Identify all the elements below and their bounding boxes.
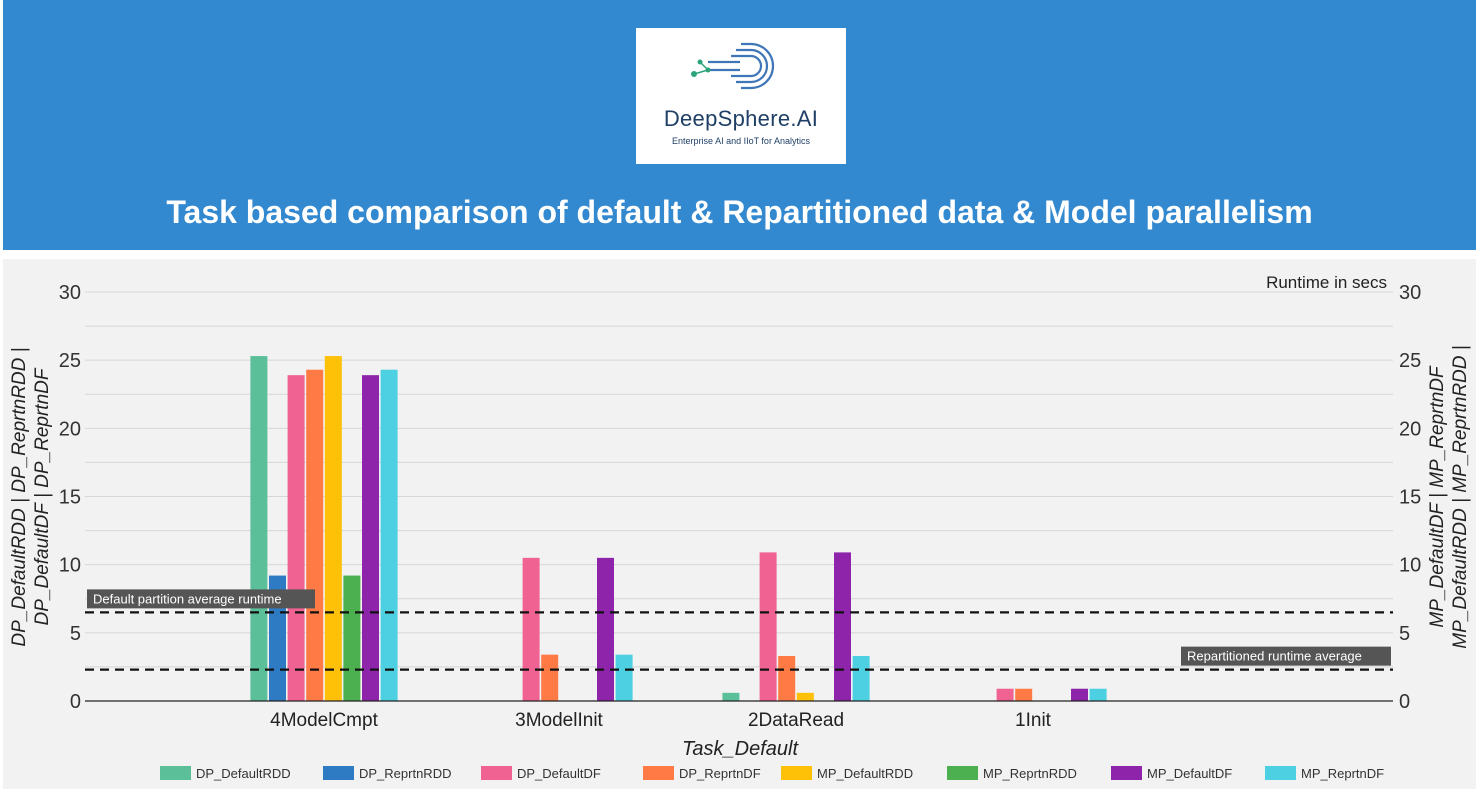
legend-label[interactable]: DP_ReprtnDF bbox=[679, 766, 761, 781]
runtime-annotation: Runtime in secs bbox=[1266, 273, 1387, 292]
y-tick-right: 15 bbox=[1399, 487, 1421, 509]
logo-mark-icon bbox=[691, 42, 775, 90]
bar-MP_ReprtnDF-4ModelCmpt[interactable] bbox=[380, 369, 398, 701]
bar-MP_DefaultRDD-4ModelCmpt[interactable] bbox=[324, 356, 342, 701]
y-tick-right: 5 bbox=[1399, 623, 1410, 645]
legend-label[interactable]: MP_DefaultRDD bbox=[817, 766, 913, 781]
bar-MP_DefaultDF-4ModelCmpt[interactable] bbox=[362, 375, 379, 701]
y-tick-right: 0 bbox=[1399, 691, 1410, 713]
logo-tagline: Enterprise AI and IIoT for Analytics bbox=[672, 136, 810, 146]
bar-chart: Default partition average runtime Reparti… bbox=[9, 273, 1471, 781]
reference-label: Default partition average runtime bbox=[93, 591, 282, 606]
x-tick-label: 4ModelCmpt bbox=[270, 710, 378, 731]
bar-DP_ReprtnDF-3ModelInit[interactable] bbox=[541, 654, 559, 701]
reference-label: Repartitioned runtime average bbox=[1187, 649, 1362, 664]
y-tick-right: 30 bbox=[1399, 282, 1421, 304]
legend-swatch[interactable] bbox=[1111, 766, 1142, 780]
legend-swatch[interactable] bbox=[160, 766, 191, 780]
bar-MP_ReprtnDF-2DataRead[interactable] bbox=[852, 656, 870, 701]
x-tick-label: 3ModelInit bbox=[515, 710, 603, 731]
y-tick-left: 0 bbox=[70, 691, 81, 713]
logo-name: DeepSphere.AI bbox=[663, 106, 819, 131]
bar-DP_ReprtnDF-2DataRead[interactable] bbox=[778, 656, 796, 701]
bar-DP_ReprtnDF-4ModelCmpt[interactable] bbox=[306, 369, 324, 701]
x-tick-label: 1Init bbox=[1015, 710, 1052, 731]
x-tick-label: 2DataRead bbox=[748, 710, 844, 731]
bar-DP_DefaultDF-1Init[interactable] bbox=[996, 688, 1014, 701]
legend-label[interactable]: MP_DefaultDF bbox=[1147, 766, 1232, 781]
legend-swatch[interactable] bbox=[1265, 766, 1296, 780]
bar-DP_ReprtnDF-1Init[interactable] bbox=[1015, 688, 1033, 701]
legend-swatch[interactable] bbox=[781, 766, 812, 780]
legend-swatch[interactable] bbox=[947, 766, 978, 780]
y-tick-left: 10 bbox=[59, 555, 81, 577]
bar-DP_DefaultRDD-2DataRead[interactable] bbox=[722, 692, 740, 701]
chart-panel: Default partition average runtime Reparti… bbox=[3, 259, 1476, 789]
y-tick-left: 5 bbox=[70, 623, 81, 645]
bar-DP_DefaultDF-4ModelCmpt[interactable] bbox=[287, 375, 305, 701]
bar-DP_DefaultDF-3ModelInit[interactable] bbox=[522, 557, 540, 701]
reference-label-bg bbox=[87, 589, 315, 609]
legend-swatch[interactable] bbox=[643, 766, 674, 780]
legend-swatch[interactable] bbox=[481, 766, 512, 780]
bar-MP_DefaultDF-1Init[interactable] bbox=[1071, 688, 1088, 701]
legend-label[interactable]: DP_ReprtnRDD bbox=[359, 766, 451, 781]
y-tick-right: 25 bbox=[1399, 350, 1421, 372]
y-tick-left: 25 bbox=[59, 350, 81, 372]
logo: DeepSphere.AI Enterprise AI and IIoT for… bbox=[636, 28, 846, 164]
legend-label[interactable]: MP_ReprtnDF bbox=[1301, 766, 1384, 781]
bar-MP_DefaultDF-2DataRead[interactable] bbox=[834, 552, 851, 701]
reference-label-bg bbox=[1181, 646, 1391, 666]
page-title: Task based comparison of default & Repar… bbox=[166, 194, 1313, 230]
y-axis-title-left: DP_DefaultRDD | DP_ReprtnRDD | DP_Default… bbox=[9, 347, 53, 646]
legend-label[interactable]: MP_ReprtnRDD bbox=[983, 766, 1077, 781]
legend-label[interactable]: DP_DefaultDF bbox=[517, 766, 601, 781]
y-tick-left: 20 bbox=[59, 418, 81, 440]
bar-MP_ReprtnDF-3ModelInit[interactable] bbox=[615, 654, 633, 701]
bar-MP_ReprtnDF-1Init[interactable] bbox=[1089, 688, 1107, 701]
y-tick-left: 30 bbox=[59, 282, 81, 304]
bar-MP_DefaultDF-3ModelInit[interactable] bbox=[597, 557, 614, 701]
header-banner: DeepSphere.AI Enterprise AI and IIoT for… bbox=[3, 0, 1476, 250]
y-tick-right: 20 bbox=[1399, 418, 1421, 440]
y-tick-left: 15 bbox=[59, 487, 81, 509]
bar-MP_ReprtnRDD-4ModelCmpt[interactable] bbox=[343, 575, 361, 701]
bar-MP_DefaultRDD-2DataRead[interactable] bbox=[796, 692, 814, 701]
x-axis-title: Task_Default bbox=[682, 738, 799, 760]
legend-swatch[interactable] bbox=[323, 766, 354, 780]
legend-label[interactable]: DP_DefaultRDD bbox=[196, 766, 291, 781]
bar-DP_DefaultDF-2DataRead[interactable] bbox=[759, 552, 777, 701]
bar-DP_DefaultRDD-4ModelCmpt[interactable] bbox=[250, 356, 268, 701]
y-axis-title-right: MP_DefaultDF | MP_ReprtnDF MP_DefaultRDD … bbox=[1427, 345, 1471, 648]
y-tick-right: 10 bbox=[1399, 555, 1421, 577]
